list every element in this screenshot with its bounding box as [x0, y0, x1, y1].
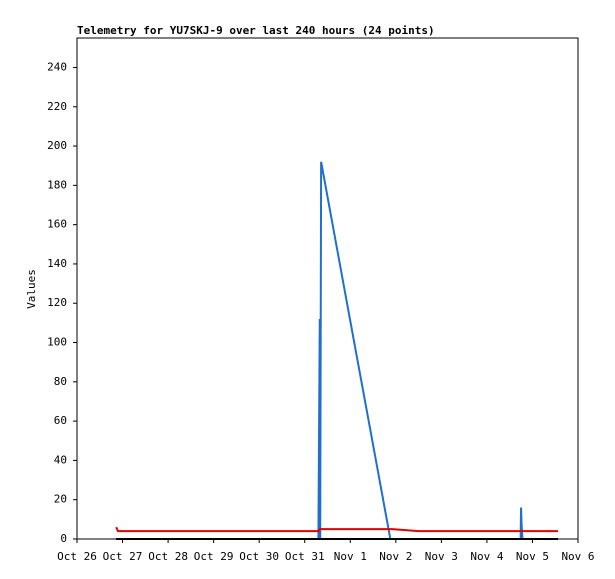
x-tick-label: Oct 30: [239, 550, 279, 563]
x-tick-label: Oct 27: [103, 550, 143, 563]
x-tick-label: Nov 4: [470, 550, 503, 563]
series-line: [116, 161, 558, 540]
plot-frame: [76, 37, 579, 540]
y-tick-label: 100: [47, 336, 67, 349]
y-axis-label: Values: [25, 269, 38, 309]
y-tick-label: 140: [47, 257, 67, 270]
y-tick-label: 0: [60, 532, 67, 545]
x-tick-label: Oct 29: [194, 550, 234, 563]
y-tick-label: 240: [47, 60, 67, 73]
y-tick-label: 200: [47, 139, 67, 152]
x-tick-label: Oct 31: [285, 550, 325, 563]
y-tick-label: 180: [47, 178, 67, 191]
x-tick-label: Nov 1: [334, 550, 367, 563]
y-tick-label: 160: [47, 218, 67, 231]
x-tick-label: Nov 5: [516, 550, 549, 563]
y-tick-label: 120: [47, 296, 67, 309]
y-tick-label: 60: [54, 414, 67, 427]
x-tick-label: Nov 6: [561, 550, 594, 563]
x-tick-label: Oct 28: [148, 550, 188, 563]
y-tick-label: 80: [54, 375, 67, 388]
chart-title: Telemetry for YU7SKJ-9 over last 240 hou…: [77, 24, 435, 37]
y-tick-label: 40: [54, 453, 67, 466]
x-tick-label: Nov 3: [425, 550, 458, 563]
y-tick-label: 20: [54, 493, 67, 506]
x-tick-label: Oct 26: [57, 550, 97, 563]
y-tick-label: 220: [47, 100, 67, 113]
series-line: [115, 526, 558, 533]
x-tick-label: Nov 2: [379, 550, 412, 563]
